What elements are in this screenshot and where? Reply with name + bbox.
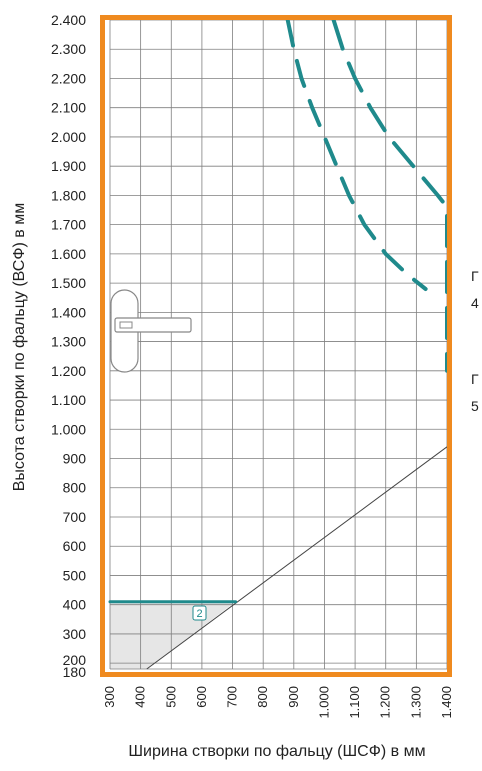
y-tick-label: 2.400 (51, 12, 86, 28)
x-tick-label: 1.100 (347, 686, 362, 719)
y-tick-label: 1.100 (51, 392, 86, 408)
x-tick-label: 500 (163, 686, 178, 708)
x-tick-label: 900 (286, 686, 301, 708)
y-tick-label: 2.100 (51, 100, 86, 116)
x-tick-label: 800 (255, 686, 270, 708)
y-tick-label: 1.000 (51, 421, 86, 437)
y-tick-label: 1.200 (51, 363, 86, 379)
x-tick-label: 1.300 (408, 686, 423, 719)
y-tick-label: 500 (63, 567, 87, 583)
y-tick-label: 600 (63, 538, 87, 554)
side-note-3: Г (471, 371, 479, 387)
y-tick-label: 200 (63, 652, 87, 668)
x-tick-label: 1.000 (317, 686, 332, 719)
y-tick-label: 1.500 (51, 275, 86, 291)
y-tick-label: 300 (63, 626, 87, 642)
y-tick-label: 2.200 (51, 70, 86, 86)
x-tick-label: 1.400 (439, 686, 454, 719)
region-label-badge: 2 (192, 605, 207, 621)
window-handle-icon (110, 289, 192, 373)
diagonal-line (146, 446, 448, 670)
x-tick-labels: 300 400 500 600 700 800 900 1.000 1.100 1.200 1.30… (102, 686, 454, 719)
y-tick-label: 800 (63, 480, 87, 496)
y-tick-label: 1.600 (51, 246, 86, 262)
side-note-1: Г (471, 268, 479, 284)
plot-frame (100, 15, 452, 677)
x-tick-label: 400 (133, 686, 148, 708)
y-tick-label: 1.800 (51, 187, 86, 203)
series-line-2 (285, 18, 428, 291)
y-tick-label: 180 (63, 664, 87, 680)
region-label: 2 (196, 608, 202, 620)
y-tick-label: 1.700 (51, 217, 86, 233)
x-tick-label: 300 (102, 686, 117, 708)
y-axis-title: Высота створки по фальцу (ВСФ) в мм (11, 203, 28, 491)
side-note-4: 5 (471, 398, 479, 414)
x-axis-title: Ширина створки по фальцу (ШСФ) в мм (128, 743, 425, 760)
y-tick-label: 900 (63, 451, 87, 467)
side-note-2: 4 (471, 295, 479, 311)
y-tick-label: 1.300 (51, 334, 86, 350)
x-tick-label: 600 (194, 686, 209, 708)
x-tick-label: 1.200 (378, 686, 393, 719)
y-tick-label: 400 (63, 597, 87, 613)
x-tick-label: 700 (225, 686, 240, 708)
y-tick-label: 1.900 (51, 158, 86, 174)
y-tick-label: 2.000 (51, 129, 86, 145)
plot-background (101, 16, 452, 678)
y-tick-label: 1.400 (51, 304, 86, 320)
y-tick-label: 2.300 (51, 41, 86, 57)
diagonal-layer (146, 446, 448, 670)
y-tick-label: 700 (63, 509, 87, 525)
series-layer (108, 18, 449, 604)
